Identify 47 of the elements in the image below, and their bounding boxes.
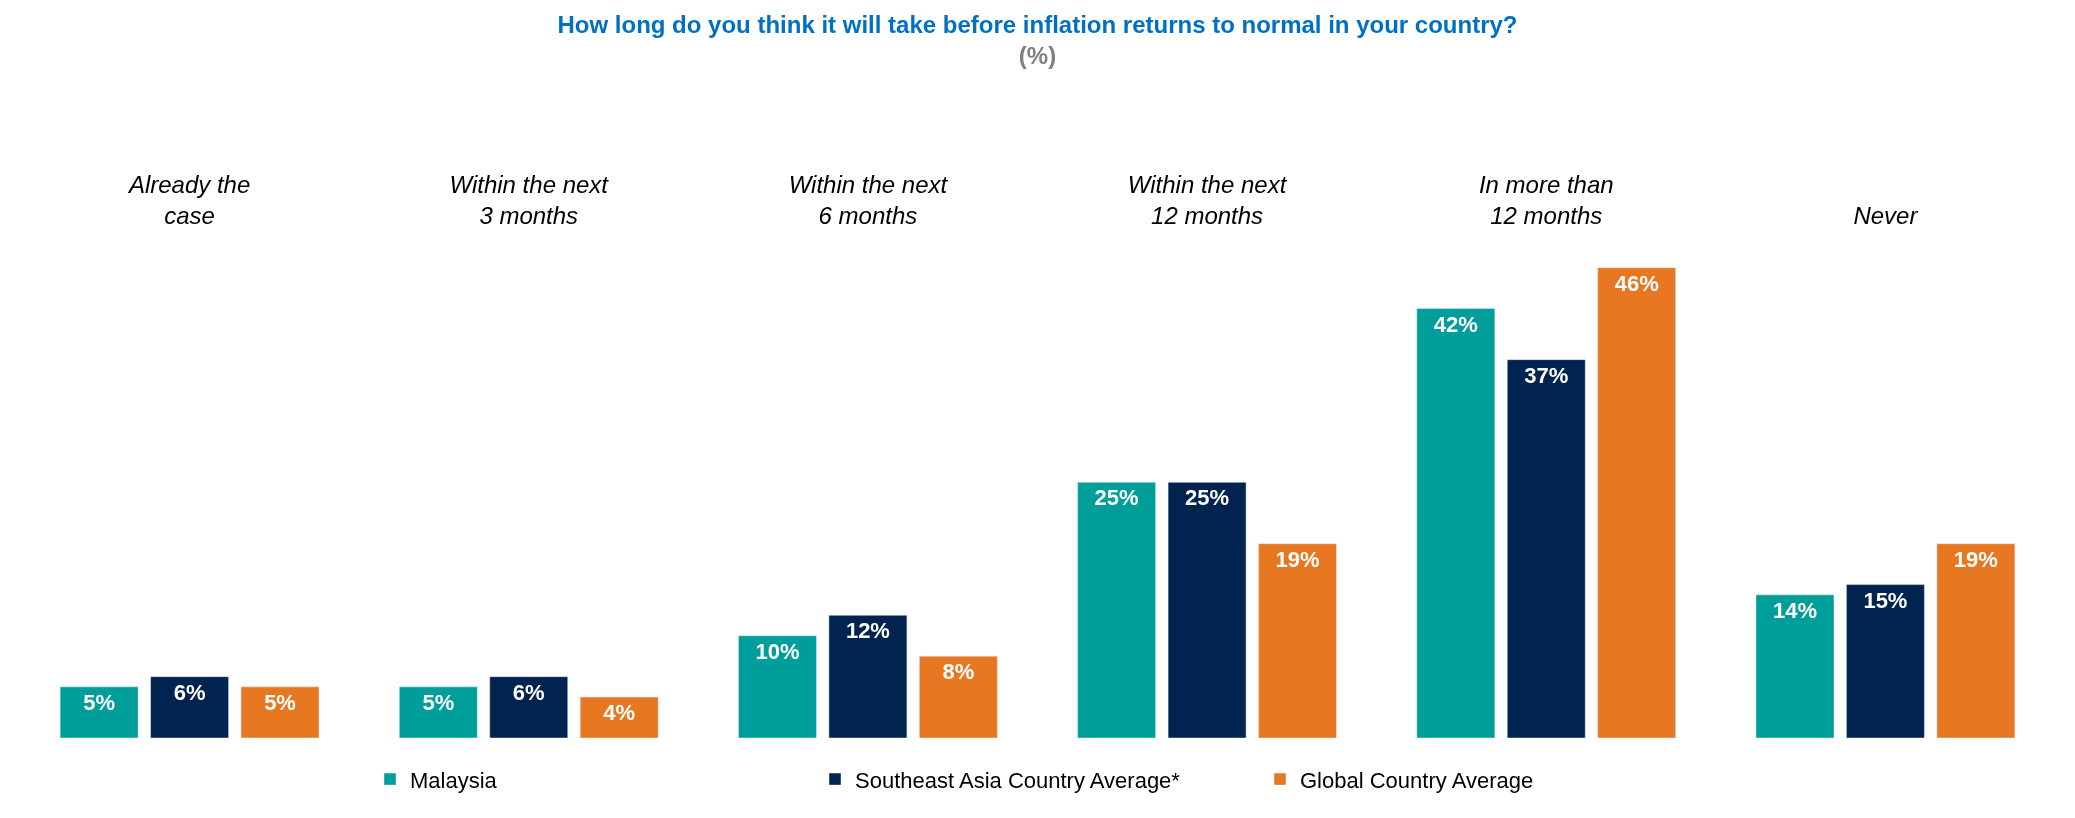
bar [1167,482,1247,738]
data-label: 8% [942,659,975,685]
data-label: 5% [83,689,116,715]
bar [399,686,478,738]
bar [579,696,659,738]
bar [1416,308,1496,738]
legend-label: Southeast Asia Country Average* [855,767,1181,793]
bar [1755,594,1835,738]
x-tick-label: Within the next 12 months [1127,171,1288,230]
data-label: 42% [1433,311,1478,337]
bar [240,686,320,738]
x-tick-label: Never [1853,202,1919,230]
data-label: 15% [1863,587,1908,613]
data-label: 14% [1772,597,1817,623]
data-label: 6% [512,679,545,705]
bar [1936,543,2016,738]
bar [1597,267,1676,738]
data-label: 6% [173,679,206,705]
data-label: 4% [603,700,636,726]
data-label: 19% [1953,546,1998,572]
legend-label: Malaysia [410,767,498,793]
bar [1258,543,1337,738]
data-label: 5% [422,689,455,715]
data-label: 12% [845,618,890,644]
bar [738,635,817,738]
bar [489,676,568,738]
bar [1507,359,1586,738]
bar [919,655,998,738]
data-label: 46% [1614,270,1659,296]
data-label: 37% [1524,362,1569,388]
x-tick-label: Within the next 6 months [788,171,949,230]
data-label: 19% [1275,546,1320,572]
x-tick-label: In more than 12 months [1478,171,1614,230]
chart-subtitle: (%) [1018,41,1057,69]
bar [828,615,908,738]
x-tick-label: Within the next 3 months [449,171,610,230]
bar [59,686,139,738]
data-label: 25% [1094,485,1139,511]
legend-label: Global Country Average [1300,767,1534,793]
chart-title: How long do you think it will take before inflation returns to normal in your country? [557,10,1518,38]
data-label: 5% [264,689,296,715]
data-label: 25% [1185,485,1230,511]
bar [1077,482,1156,738]
bar [1846,584,1925,738]
bar [150,676,229,738]
data-label: 10% [755,638,800,664]
x-tick-label: Already the case [126,171,251,230]
